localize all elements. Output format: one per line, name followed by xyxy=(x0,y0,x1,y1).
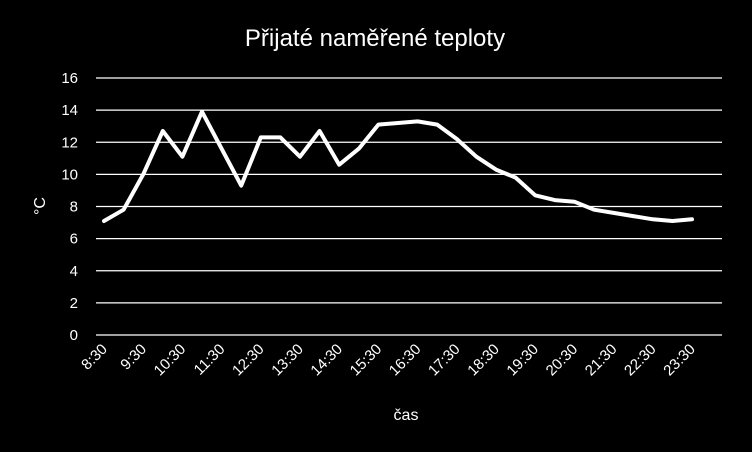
y-tick-label: 8 xyxy=(70,199,78,216)
x-tick-label: 12:30 xyxy=(229,341,268,380)
x-tick-label: 22:30 xyxy=(621,341,660,380)
x-axis-label: čas xyxy=(394,407,419,424)
y-tick-label: 0 xyxy=(70,327,78,344)
x-tick-label: 14:30 xyxy=(307,341,346,380)
x-tick-label: 18:30 xyxy=(464,341,503,380)
x-tick-label: 15:30 xyxy=(347,341,386,380)
x-tick-label: 19:30 xyxy=(503,341,542,380)
y-tick-label: 12 xyxy=(61,134,78,151)
x-tick-label: 9:30 xyxy=(117,341,150,374)
x-tick-label: 13:30 xyxy=(268,341,307,380)
x-tick-label: 10:30 xyxy=(151,341,190,380)
x-tick-label: 11:30 xyxy=(191,341,229,379)
x-tick-label: 20:30 xyxy=(543,341,582,380)
chart-title: Přijaté naměřené teploty xyxy=(245,25,505,52)
y-tick-label: 4 xyxy=(70,263,78,280)
y-axis-ticks: 0 2 4 6 8 10 12 14 16 xyxy=(61,70,78,344)
x-tick-label: 21:30 xyxy=(582,341,621,380)
y-tick-label: 6 xyxy=(70,231,78,248)
y-tick-label: 10 xyxy=(61,166,78,183)
x-tick-label: 16:30 xyxy=(386,341,425,380)
x-tick-label: 8:30 xyxy=(78,341,111,374)
x-axis-ticks: 8:30 9:30 10:30 11:30 12:30 13:30 14:30 15:30 16… xyxy=(78,341,699,380)
x-tick-label: 17:30 xyxy=(425,341,464,380)
temperature-series-line xyxy=(102,109,694,223)
y-tick-label: 2 xyxy=(70,295,78,312)
gridlines xyxy=(96,77,722,336)
y-tick-label: 16 xyxy=(61,70,78,87)
y-tick-label: 14 xyxy=(61,102,78,119)
x-tick-label: 23:30 xyxy=(660,341,699,380)
y-axis-label: °C xyxy=(32,197,49,215)
